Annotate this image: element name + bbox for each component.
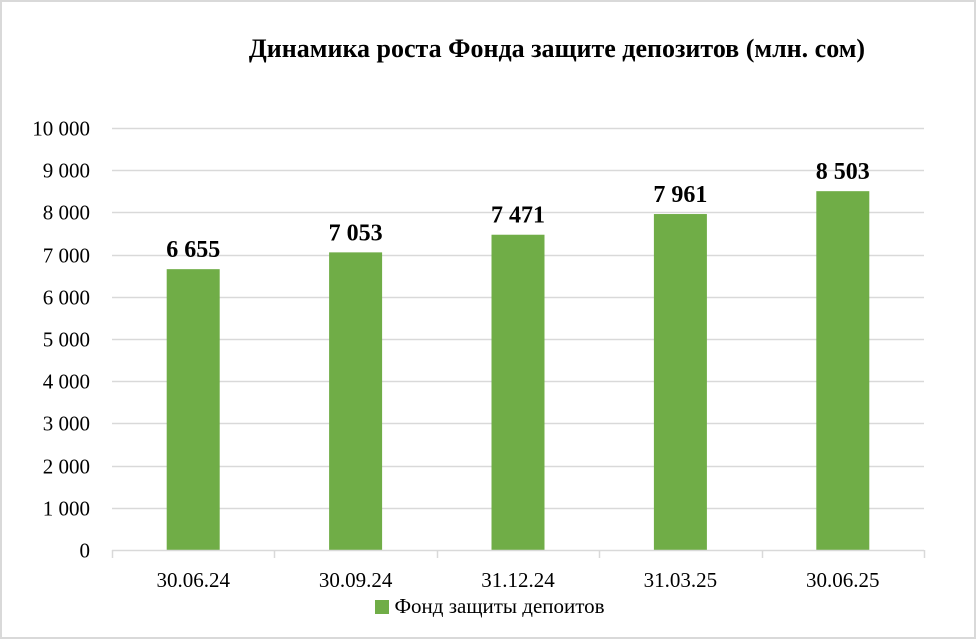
data-label: 7 053 bbox=[329, 220, 383, 246]
y-tick-label: 6 000 bbox=[43, 286, 90, 310]
y-tick-label: 9 000 bbox=[43, 159, 90, 183]
data-label: 8 503 bbox=[816, 159, 870, 185]
y-tick-label: 1 000 bbox=[43, 497, 90, 521]
bar bbox=[491, 234, 545, 550]
bar bbox=[166, 269, 220, 550]
x-tick-label: 30.09.24 bbox=[319, 568, 393, 592]
legend-swatch-icon bbox=[375, 600, 390, 614]
y-tick-label: 4 000 bbox=[43, 370, 90, 394]
x-tick-label: 30.06.25 bbox=[806, 568, 880, 592]
y-tick-label: 3 000 bbox=[43, 412, 90, 436]
y-tick-label: 0 bbox=[80, 539, 91, 563]
bar bbox=[329, 252, 383, 550]
bar bbox=[816, 191, 870, 550]
x-tick-label: 31.12.24 bbox=[481, 568, 555, 592]
y-tick-label: 2 000 bbox=[43, 455, 90, 479]
bar bbox=[653, 214, 707, 550]
y-tick-label: 8 000 bbox=[43, 201, 90, 225]
bars: 6 655 7 053 7 471 7 961 8 503 bbox=[166, 159, 870, 550]
y-tick-label: 7 000 bbox=[43, 244, 90, 268]
legend-label: Фонд защиты депоитов bbox=[394, 594, 605, 618]
chart-title: Динамика роста Фонда защите депозитов (м… bbox=[248, 34, 866, 63]
y-axis: 0 1 000 2 000 3 000 4 000 5 000 6 000 7 000 8 00… bbox=[32, 117, 90, 563]
x-axis: 30.06.24 30.09.24 31.12.24 31.03.25 30.06.25 bbox=[111, 549, 926, 592]
data-label: 6 655 bbox=[166, 237, 220, 263]
y-tick-label: 5 000 bbox=[43, 328, 90, 352]
y-tick-label: 10 000 bbox=[32, 117, 90, 141]
legend: Фонд защиты депоитов bbox=[2, 594, 976, 619]
data-label: 7 471 bbox=[491, 203, 545, 229]
data-label: 7 961 bbox=[653, 182, 707, 208]
x-tick-label: 31.03.25 bbox=[644, 568, 718, 592]
x-tick-label: 30.06.24 bbox=[156, 568, 230, 592]
